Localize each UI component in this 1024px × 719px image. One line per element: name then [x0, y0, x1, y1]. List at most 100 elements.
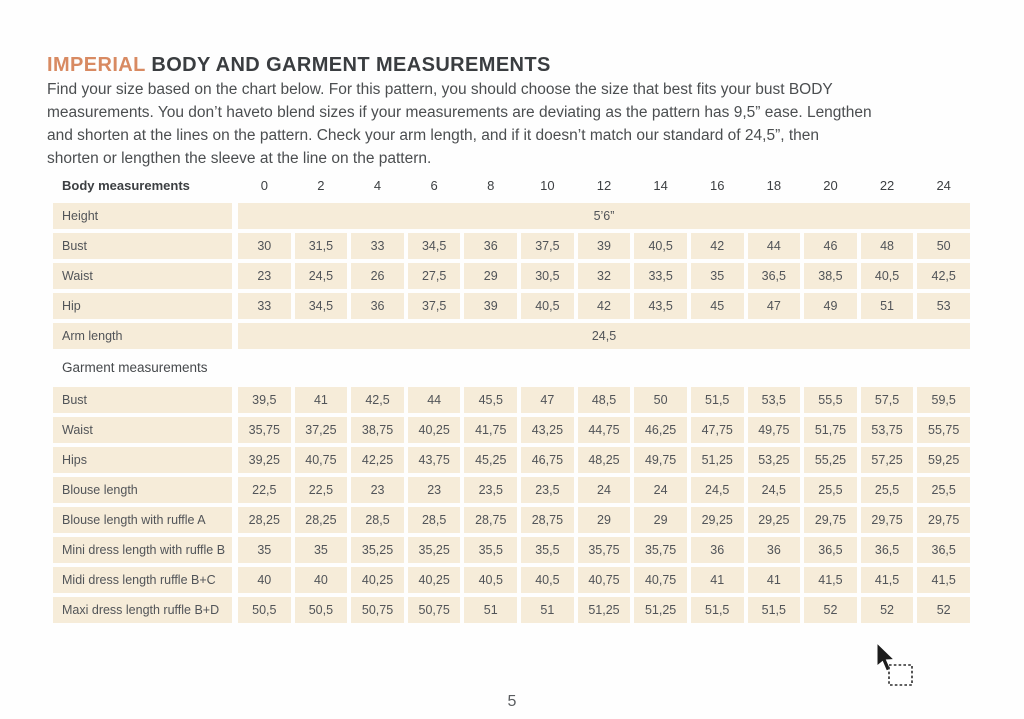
value-cell: 51,25: [690, 447, 744, 473]
value-cell: 49: [804, 293, 857, 319]
value-cell: 49,75: [634, 447, 687, 473]
row-label: Bust: [53, 233, 232, 259]
value-cell: 35,25: [351, 537, 404, 563]
value-cell: 44: [747, 233, 801, 259]
value-cell: 51: [521, 597, 574, 623]
value-cell: 53,5: [747, 387, 801, 413]
value-cell: 40: [238, 567, 291, 593]
value-cell: 38,75: [351, 417, 404, 443]
value-cell: 28,75: [464, 507, 518, 533]
value-cell: 40,5: [521, 567, 574, 593]
value-cell: 49,75: [747, 417, 801, 443]
value-cell: 36: [747, 537, 801, 563]
value-cell: 53,25: [747, 447, 801, 473]
value-cell: 24: [577, 477, 631, 503]
title-highlight: IMPERIAL: [47, 54, 146, 76]
size-header-cell: 2: [317, 177, 325, 193]
size-header-cell: 18: [766, 177, 782, 193]
value-cell: 34,5: [294, 293, 348, 319]
size-header-cell: 12: [596, 177, 612, 193]
value-cell: 41,5: [804, 567, 857, 593]
value-cell: 46,75: [521, 447, 574, 473]
value-cell: 33: [238, 293, 291, 319]
value-cell: 50: [917, 233, 970, 259]
value-cell: 30: [238, 233, 291, 259]
spanned-value-cell: 24,5: [238, 323, 970, 349]
value-cell: 38,5: [804, 263, 857, 289]
value-cell: 55,25: [804, 447, 857, 473]
row-label: Waist: [53, 417, 232, 443]
table-row: Blouse length 22,5 22,5 23 23 23,5 23,5 24 24 24,…: [53, 477, 970, 503]
row-label: Bust: [53, 387, 232, 413]
size-header-cell: 16: [709, 177, 725, 193]
value-cell: 42,25: [351, 447, 404, 473]
size-header-cell: 10: [540, 177, 555, 193]
value-cell: 44,75: [577, 417, 631, 443]
intro-paragraph: Find your size based on the chart below.…: [47, 81, 872, 167]
value-cell: 29: [464, 263, 518, 289]
value-cell: 48: [860, 233, 914, 259]
table-row: Bust 39,5 41 42,5 44 45,5 47 48,5 50 51,5 53,5 55,5…: [53, 387, 970, 413]
value-cell: 41,5: [860, 567, 914, 593]
page-content: IMPERIAL BODY AND GARMENT MEASUREMENTS F…: [47, 54, 973, 627]
row-label: Height: [53, 203, 232, 229]
value-cell: 37,5: [521, 233, 574, 259]
value-cell: 47: [747, 293, 801, 319]
value-cell: 24,5: [294, 263, 348, 289]
table-row: Mini dress length with ruffle B 35 35 35,25…: [53, 537, 970, 563]
value-cell: 40,75: [294, 447, 348, 473]
value-cell: 36: [690, 537, 744, 563]
value-cell: 42,5: [917, 263, 970, 289]
value-cell: 35,5: [464, 537, 518, 563]
measurements-table: Body measurements 0 2 4 6 8 10 12 14 16 18 20 22 24 …: [53, 172, 970, 623]
value-cell: 51,25: [577, 597, 631, 623]
size-header-cell: 6: [430, 177, 438, 193]
value-cell: 51,5: [690, 597, 744, 623]
table-row: Maxi dress length ruffle B+D 50,5 50,5 50,7…: [53, 597, 970, 623]
value-cell: 35: [294, 537, 348, 563]
table-header-row: Body measurements 0 2 4 6 8 10 12 14 16 18 20 22 24: [53, 172, 970, 198]
value-cell: 31,5: [294, 233, 348, 259]
value-cell: 55,75: [917, 417, 970, 443]
value-cell: 35: [238, 537, 291, 563]
value-cell: 35,75: [577, 537, 631, 563]
size-header-cell: 8: [487, 177, 495, 193]
table-row: Height 5’6”: [53, 203, 970, 229]
value-cell: 36,5: [917, 537, 970, 563]
value-cell: 50,5: [294, 597, 348, 623]
value-cell: 43,75: [407, 447, 461, 473]
value-cell: 29,75: [860, 507, 914, 533]
value-cell: 41: [747, 567, 801, 593]
garment-measurements-rows: Bust 39,5 41 42,5 44 45,5 47 48,5 50 51,5 53,5 55,5…: [53, 387, 970, 623]
value-cell: 25,5: [804, 477, 857, 503]
value-cell: 53,75: [860, 417, 914, 443]
row-label: Waist: [53, 263, 232, 289]
value-cell: 43,5: [634, 293, 687, 319]
value-cell: 28,75: [521, 507, 574, 533]
value-cell: 40,25: [351, 567, 404, 593]
value-cell: 46: [804, 233, 857, 259]
value-cell: 40,5: [634, 233, 687, 259]
value-cell: 25,5: [860, 477, 914, 503]
value-cell: 51: [464, 597, 518, 623]
table-row: Midi dress length ruffle B+C 40 40 40,25 40,…: [53, 567, 970, 593]
value-cell: 37,25: [294, 417, 348, 443]
value-cell: 51,25: [634, 597, 687, 623]
title-rest: BODY AND GARMENT MEASUREMENTS: [145, 54, 551, 76]
page-number: 5: [507, 693, 517, 710]
value-cell: 33: [351, 233, 404, 259]
value-cell: 28,25: [294, 507, 348, 533]
value-cell: 33,5: [634, 263, 687, 289]
value-cell: 29,25: [690, 507, 744, 533]
value-cell: 41,75: [464, 417, 518, 443]
value-cell: 45: [690, 293, 744, 319]
value-cell: 51,75: [804, 417, 857, 443]
value-cell: 40: [294, 567, 348, 593]
value-cell: 36: [351, 293, 404, 319]
value-cell: 50,5: [238, 597, 291, 623]
value-cell: 32: [577, 263, 631, 289]
value-cell: 40,5: [860, 263, 914, 289]
table-row: Blouse length with ruffle A 28,25 28,25 28,…: [53, 507, 970, 533]
row-label: Mini dress length with ruffle B: [53, 537, 232, 563]
size-header-cell: 4: [373, 177, 382, 193]
